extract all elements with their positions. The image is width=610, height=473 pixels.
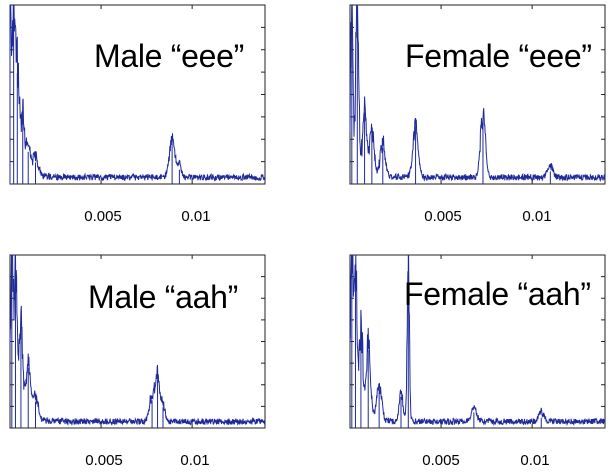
x-tick-label: 0.005	[85, 452, 123, 469]
x-tick-label: 0.01	[520, 452, 550, 469]
panel-title: Male “eee”	[94, 38, 244, 74]
series-line	[10, 4, 266, 182]
series-line	[9, 254, 266, 427]
panel-male-eee: Male “eee” 0.005 0.01	[0, 0, 300, 235]
panel-title: Female “eee”	[405, 38, 592, 74]
panel-title: Male “aah”	[88, 279, 238, 315]
panel-male-aah: Male “aah” 0.005 0.01	[0, 0, 300, 473]
series-line	[349, 4, 606, 182]
panel-title: Female “aah”	[404, 276, 591, 312]
x-tick-label: 0.005	[424, 208, 462, 225]
series-line	[349, 254, 606, 427]
chart-svg	[9, 4, 266, 185]
chart-svg	[349, 4, 606, 185]
x-tick-label: 0.005	[422, 452, 460, 469]
x-tick-label: 0.005	[84, 208, 122, 225]
x-tick-label: 0.01	[181, 208, 211, 225]
panel-female-eee: Female “eee” 0.005 0.01	[0, 0, 610, 235]
chart-svg	[9, 254, 266, 429]
x-tick-label: 0.01	[522, 208, 552, 225]
x-tick-label: 0.01	[180, 452, 210, 469]
